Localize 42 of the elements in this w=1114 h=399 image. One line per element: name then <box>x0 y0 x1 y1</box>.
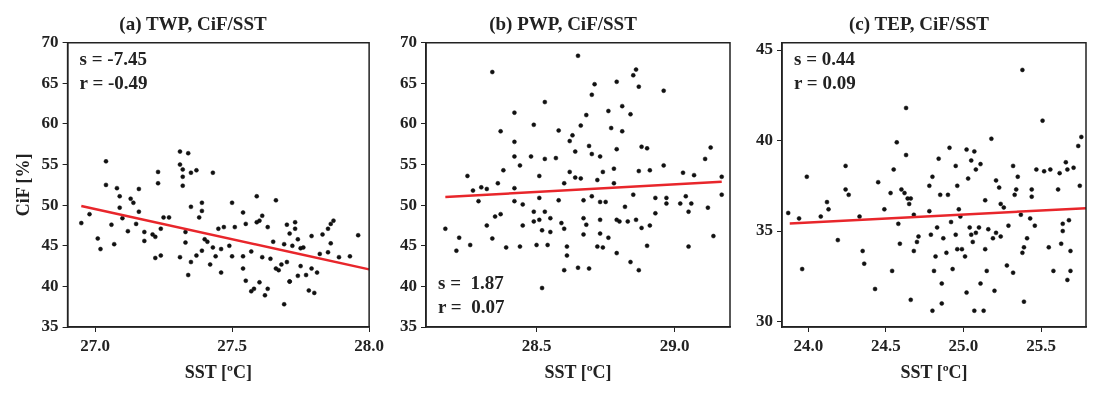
y-axis-title: CiF [%] <box>13 153 34 217</box>
y-tick-label: 30 <box>756 310 773 330</box>
x-axis-title: SST [ºC] <box>184 361 252 382</box>
annotation: r = 0.07 <box>438 296 505 318</box>
y-tick-label: 40 <box>400 275 417 295</box>
annotation: r = 0.09 <box>794 72 856 94</box>
y-tick-label: 45 <box>400 235 417 255</box>
y-tick-label: 50 <box>400 194 417 214</box>
x-tick-label: 28.5 <box>521 335 552 355</box>
y-tick-label: 65 <box>400 72 417 92</box>
y-tick-label: 60 <box>400 113 417 133</box>
chart-title: (c) TEP, CiF/SST <box>849 13 990 36</box>
y-tick-label: 60 <box>41 113 59 133</box>
x-tick-label: 25.5 <box>1026 335 1056 355</box>
x-tick-label: 27.0 <box>80 335 110 355</box>
y-tick-label: 40 <box>756 129 773 149</box>
y-tick-label: 40 <box>41 275 59 295</box>
chart-title: (b) PWP, CiF/SST <box>489 13 638 36</box>
y-tick-label: 35 <box>756 220 773 240</box>
x-axis-title: SST [ºC] <box>900 361 968 382</box>
y-tick-label: 50 <box>41 194 59 214</box>
y-tick-label: 70 <box>41 32 59 52</box>
x-tick-label: 29.0 <box>659 335 690 355</box>
y-tick-label: 65 <box>41 72 59 92</box>
annotation: s = 0.44 <box>794 48 856 70</box>
y-tick-label: 35 <box>41 316 59 336</box>
x-tick-label: 24.5 <box>871 335 901 355</box>
chart-title: (a) TWP, CiF/SST <box>119 13 267 36</box>
y-tick-label: 45 <box>41 235 59 255</box>
y-tick-label: 55 <box>400 153 417 173</box>
annotation: s = -7.45 <box>79 48 147 70</box>
y-tick-label: 35 <box>400 316 417 336</box>
x-tick-label: 24.0 <box>793 335 824 355</box>
y-tick-label: 70 <box>400 32 417 52</box>
y-tick-label: 45 <box>756 39 773 59</box>
annotation: s = 1.87 <box>438 272 505 294</box>
x-tick-label: 27.5 <box>217 335 247 355</box>
x-axis-title: SST [ºC] <box>544 361 612 382</box>
x-tick-label: 28.0 <box>354 335 384 355</box>
annotation: r = -0.49 <box>79 72 148 94</box>
y-tick-label: 55 <box>41 153 59 173</box>
x-tick-label: 25.0 <box>948 335 979 355</box>
